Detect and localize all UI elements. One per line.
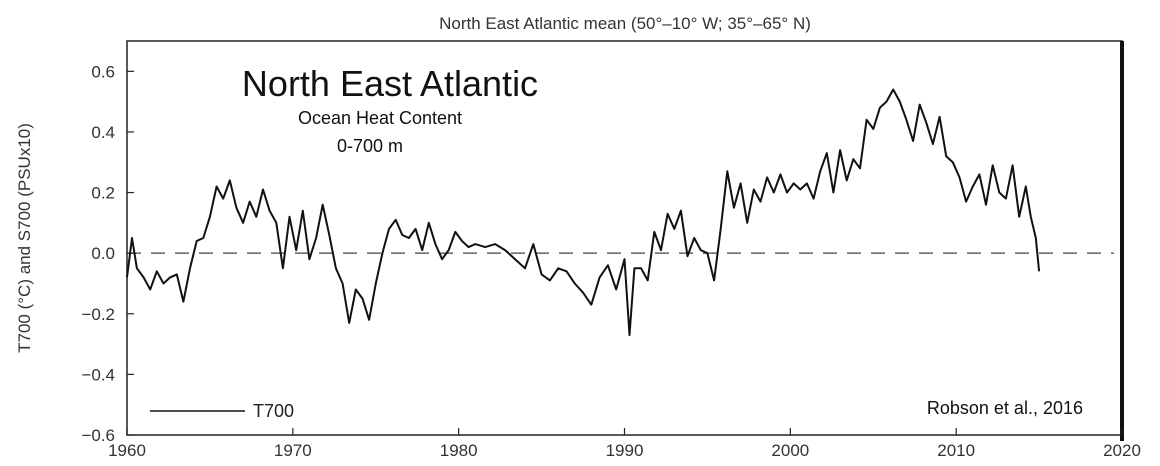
x-axis-ticks: 1960 1970 1980 1990 2000 2010 2020 xyxy=(108,428,1141,460)
y-tick-label: 0.4 xyxy=(91,123,115,142)
inset-subtitle-2: 0-700 m xyxy=(337,136,403,156)
x-tick-label: 2020 xyxy=(1103,441,1141,460)
legend-label: T700 xyxy=(253,401,294,421)
inset-subtitle-1: Ocean Heat Content xyxy=(298,108,462,128)
x-tick-label: 2000 xyxy=(771,441,809,460)
y-tick-label: 0.0 xyxy=(91,244,115,263)
y-axis-label: T700 (°C) and S700 (PSUx10) xyxy=(15,123,34,353)
y-tick-label: 0.6 xyxy=(91,62,115,81)
y-axis-ticks: 0.6 0.4 0.2 0.0 −0.2 −0.4 −0.6 xyxy=(81,62,134,445)
x-tick-label: 2010 xyxy=(937,441,975,460)
credit-text: Robson et al., 2016 xyxy=(927,398,1083,418)
inset-title: North East Atlantic xyxy=(242,63,538,104)
y-tick-label: −0.4 xyxy=(81,365,115,384)
x-tick-label: 1960 xyxy=(108,441,146,460)
series-layer xyxy=(126,88,1041,336)
x-tick-label: 1990 xyxy=(606,441,644,460)
series-line-t700 xyxy=(126,88,1041,336)
chart-title: North East Atlantic mean (50°–10° W; 35°… xyxy=(439,14,811,33)
y-tick-label: 0.2 xyxy=(91,184,115,203)
y-tick-label: −0.2 xyxy=(81,305,115,324)
x-tick-label: 1970 xyxy=(274,441,312,460)
y-tick-label: −0.6 xyxy=(81,426,115,445)
x-tick-label: 1980 xyxy=(440,441,478,460)
legend: T700 xyxy=(150,401,294,421)
right-spine xyxy=(1120,41,1124,441)
